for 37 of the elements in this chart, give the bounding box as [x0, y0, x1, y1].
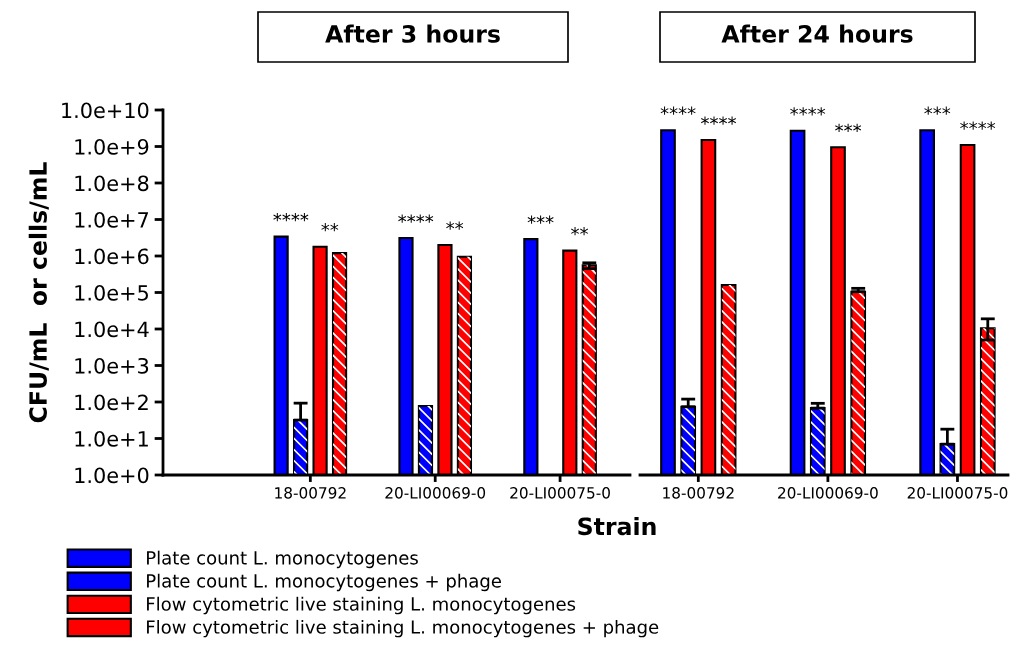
y-tick-label: 1.0e+5	[75, 284, 148, 301]
y-tick-label: 1.0e+4	[75, 321, 149, 338]
annotation: **	[446, 221, 464, 230]
y-tick-label: 1.0e+8	[75, 175, 149, 192]
y-tick-label: 1.0e+7	[75, 211, 149, 228]
y-tick-label: 1.0e+0	[75, 467, 149, 484]
legend-label: Flow cytometric live staining L. monocytogenes	[147, 596, 576, 615]
annotation: ***	[924, 106, 951, 115]
legend-label: Flow cytometric live staining L. monocytogenes + phage	[147, 619, 659, 638]
y-tick-label: 1.0e+6	[75, 248, 149, 265]
annotation: ****	[398, 214, 434, 223]
x-tick-label: 20-LI00075-0	[907, 487, 1008, 499]
annotation: ****	[960, 121, 996, 130]
x-tick-label: 18-00792	[663, 487, 734, 499]
y-tick-label: 1.0e+3	[75, 357, 149, 374]
x-tick-label: 20-LI00075-0	[510, 487, 610, 499]
chart-title: After 3 hours	[325, 24, 500, 43]
annotation: ***	[527, 215, 554, 224]
x-tick-label: 18-00792	[275, 487, 346, 499]
annotation: ***	[835, 123, 862, 132]
legend-label: Plate count L. monocytogenes	[147, 550, 418, 569]
annotation: **	[321, 223, 339, 232]
chart-title: After 24 hours	[721, 24, 913, 43]
y-tick-label: 1.0e+9	[75, 138, 149, 155]
annotation: ****	[273, 213, 309, 222]
annotation: ****	[790, 107, 826, 116]
annotation: ****	[660, 106, 696, 115]
y-tick-label: 1.0e+1	[75, 430, 148, 447]
annotation: **	[571, 227, 589, 236]
y-axis-title: CFU/mL or cells/mL	[28, 162, 49, 423]
x-axis-title: Strain	[578, 516, 656, 536]
legend-label: Plate count L. monocytogenes + phage	[147, 573, 501, 592]
y-tick-label: 1.0e+10	[62, 102, 149, 119]
x-tick-label: 20-LI00069-0	[385, 487, 486, 499]
y-tick-label: 1.0e+2	[75, 394, 148, 411]
x-tick-label: 20-LI00069-0	[778, 487, 878, 499]
annotation: ****	[701, 116, 737, 125]
